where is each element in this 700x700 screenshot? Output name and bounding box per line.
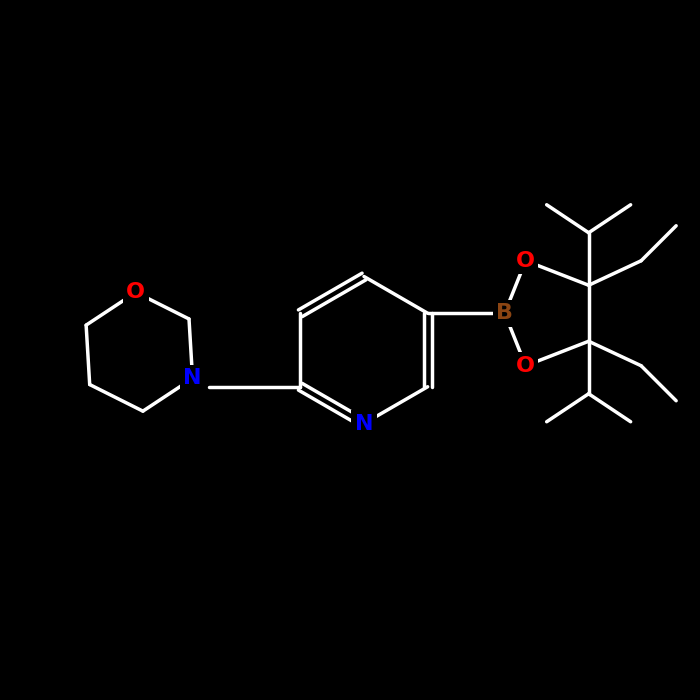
- Text: N: N: [183, 368, 202, 388]
- Text: N: N: [355, 414, 373, 433]
- Text: O: O: [516, 356, 536, 376]
- Text: O: O: [126, 282, 146, 302]
- Text: O: O: [516, 251, 536, 271]
- Text: B: B: [496, 303, 513, 323]
